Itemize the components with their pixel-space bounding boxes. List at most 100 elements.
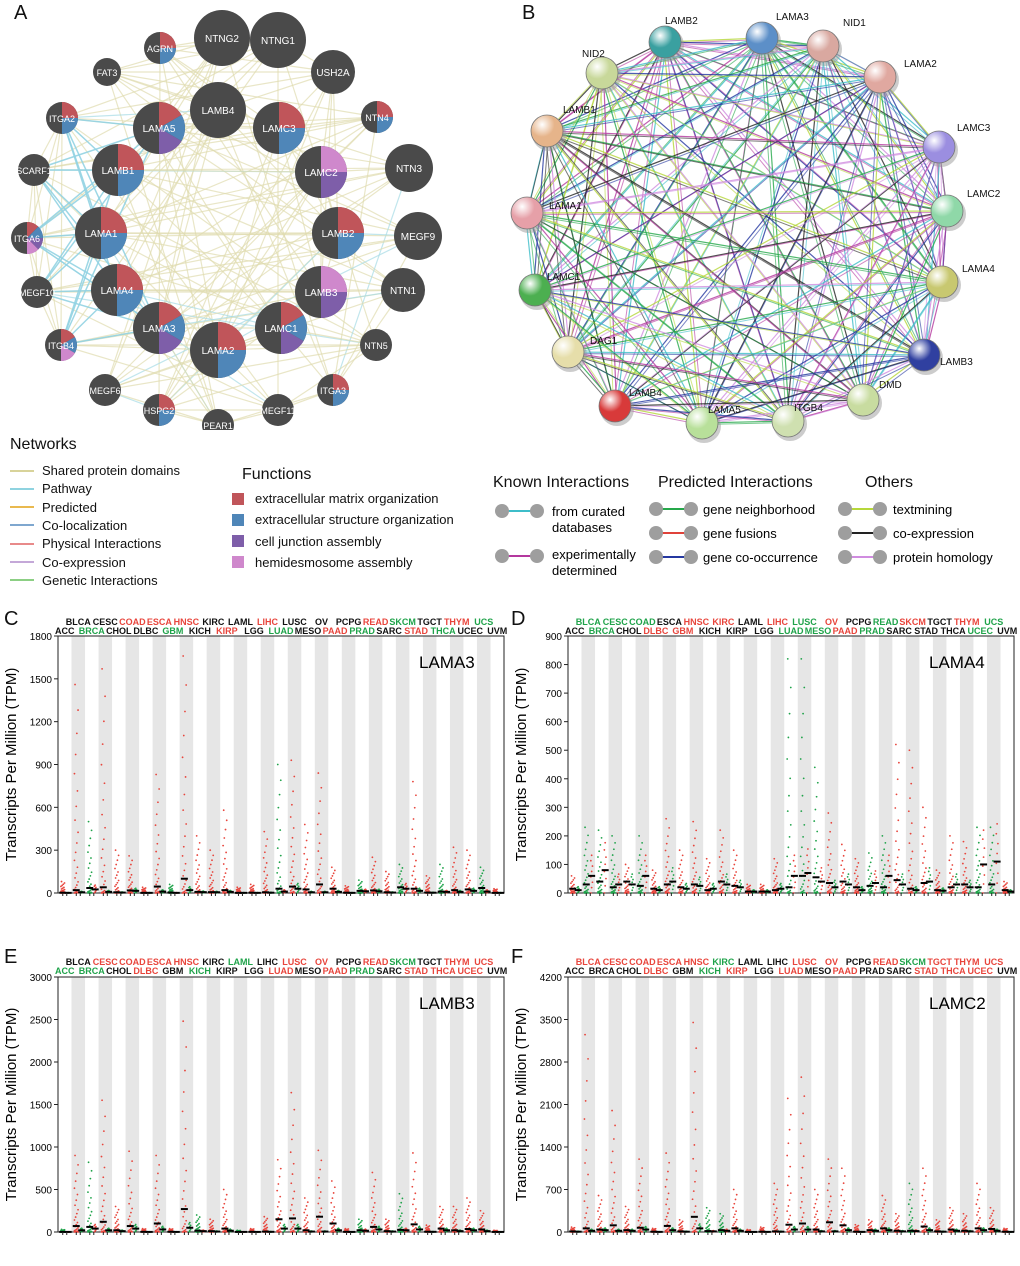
tumor-point <box>950 868 952 870</box>
normal-point <box>875 870 877 872</box>
tumor-point <box>388 1227 390 1229</box>
tumor-point <box>733 864 735 866</box>
tumor-point <box>212 1220 214 1222</box>
normal-point <box>862 888 864 890</box>
tumor-point <box>626 1212 628 1214</box>
tumor-point <box>695 1129 697 1131</box>
tumor-point <box>789 883 791 885</box>
legend-line-swatch <box>10 470 34 472</box>
normal-point <box>929 874 931 876</box>
tumor-point <box>736 1219 738 1221</box>
tumor-point <box>77 881 79 883</box>
plot-frame <box>58 977 504 1232</box>
tumor-point <box>613 1226 615 1228</box>
tumor-point <box>91 871 93 873</box>
tumor-point <box>101 668 103 670</box>
normal-point <box>956 889 958 891</box>
tumor-point <box>64 882 66 884</box>
tumor-point <box>829 884 831 886</box>
normal-point <box>162 1225 164 1227</box>
tumor-point <box>871 890 873 892</box>
tumor-point <box>896 830 898 832</box>
tumor-point <box>773 1214 775 1216</box>
cancer-label: STAD <box>914 626 938 636</box>
tumor-point <box>291 889 293 891</box>
tumor-point <box>77 709 79 711</box>
tumor-point <box>453 1206 455 1208</box>
chart-lama4: 0100200300400500600700800900Transcripts … <box>510 608 1020 948</box>
cancer-label: KIRP <box>216 626 238 636</box>
tumor-point <box>693 1190 695 1192</box>
network-node-label: HSPG2 <box>144 406 175 416</box>
tumor-point <box>894 807 896 809</box>
tumor-point <box>439 1206 441 1208</box>
tumor-point <box>371 872 373 874</box>
tumor-point <box>1006 887 1008 889</box>
tumor-point <box>815 809 817 811</box>
tumor-point <box>584 1118 586 1120</box>
tumor-point <box>949 872 951 874</box>
tumor-point <box>480 866 482 868</box>
tumor-point <box>746 884 748 886</box>
normal-point <box>672 889 674 891</box>
tumor-point <box>104 695 106 697</box>
tumor-point <box>749 885 751 887</box>
tumor-point <box>387 889 389 891</box>
points-prad <box>357 1218 369 1233</box>
tumor-point <box>990 848 992 850</box>
tumor-point <box>467 1217 469 1219</box>
tumor-point <box>371 1222 373 1224</box>
tumor-point <box>334 885 336 887</box>
tumor-point <box>801 846 803 848</box>
normal-point <box>378 888 380 890</box>
tumor-point <box>897 891 899 893</box>
normal-point <box>806 854 808 856</box>
category-band <box>825 977 839 1232</box>
tumor-point <box>199 1216 201 1218</box>
y-axis-label: Transcripts Per Million (TPM) <box>3 1008 20 1202</box>
normal-point <box>929 889 931 891</box>
tumor-point <box>334 1186 336 1188</box>
tumor-point <box>87 851 89 853</box>
protein-node-itgb4: ITGB4 <box>772 403 823 441</box>
tumor-point <box>625 864 627 866</box>
tumor-point <box>211 859 213 861</box>
tumor-point <box>184 883 186 885</box>
tumor-point <box>692 887 694 889</box>
tumor-point <box>692 821 694 823</box>
tumor-point <box>253 1228 255 1230</box>
network-legend-item: Co-expression <box>10 555 126 570</box>
protein-node-dmd: DMD <box>847 380 902 420</box>
tumor-point <box>991 865 993 867</box>
tumor-point <box>252 888 254 890</box>
y-axis-label: Transcripts Per Million (TPM) <box>513 1008 530 1202</box>
tumor-point <box>239 887 241 889</box>
network-node-label: AGRN <box>147 44 173 54</box>
tumor-point <box>868 878 870 880</box>
tumor-point <box>195 1221 197 1223</box>
cancer-label: LUAD <box>269 626 294 636</box>
tumor-point <box>118 1209 120 1211</box>
tumor-point <box>601 874 603 876</box>
y-tick-label: 1000 <box>30 1143 53 1154</box>
normal-point <box>956 879 958 881</box>
tumor-point <box>869 875 871 877</box>
tumor-point <box>399 882 401 884</box>
tumor-point <box>303 1212 305 1214</box>
tumor-point <box>706 885 708 887</box>
normal-point <box>94 884 96 886</box>
network-node-lamb2: LAMB2 <box>312 207 364 259</box>
tumor-point <box>195 883 197 885</box>
tumor-point <box>763 885 765 887</box>
tumor-point <box>722 889 724 891</box>
legend-label: co-expression <box>893 526 974 541</box>
network-node-itgb4: ITGB4 <box>45 329 77 361</box>
tumor-point <box>184 1181 186 1183</box>
tumor-point <box>441 889 443 891</box>
tumor-point <box>184 711 186 713</box>
tumor-point <box>115 1222 117 1224</box>
tumor-point <box>250 1228 252 1230</box>
tumor-point <box>277 847 279 849</box>
tumor-point <box>856 866 858 868</box>
tumor-point <box>414 1230 416 1232</box>
